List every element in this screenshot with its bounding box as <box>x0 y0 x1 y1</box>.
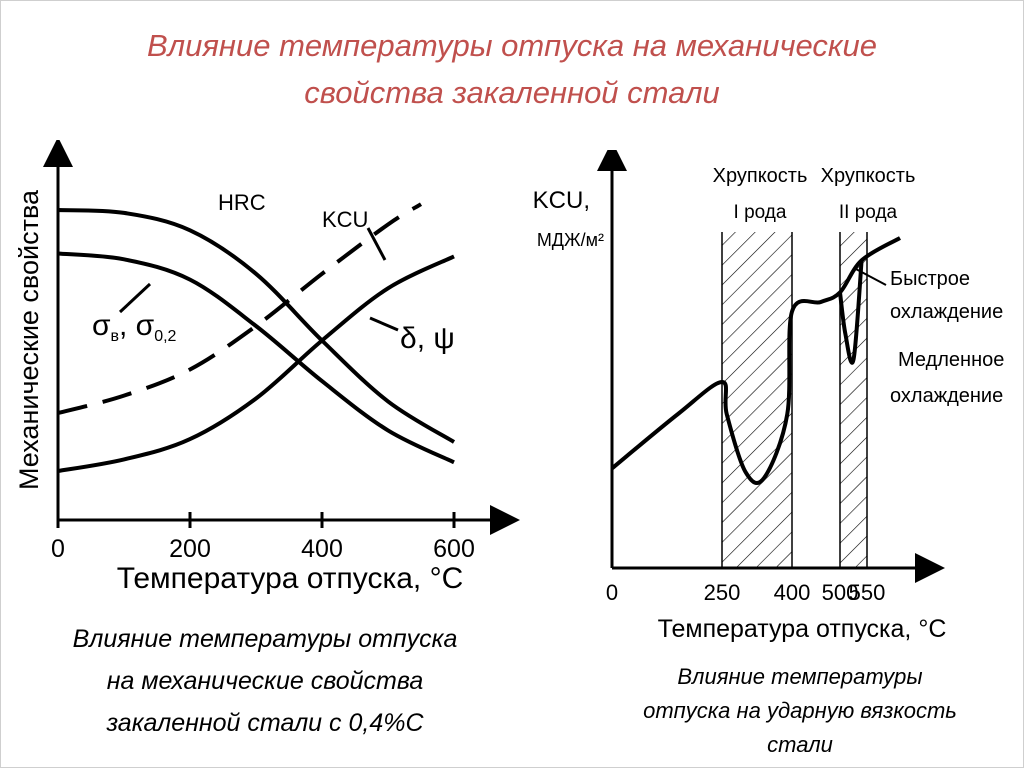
label-slow-cooling-2: охлаждение <box>890 385 1003 407</box>
right-series-line <box>610 236 902 485</box>
label-kcu: KCU <box>322 207 368 232</box>
left-x-tick-label: 0 <box>51 535 65 563</box>
band2-label-2: II рода <box>839 202 898 223</box>
right-x-tick-label: 250 <box>704 580 741 605</box>
right-caption-line-1: Влияние температуры <box>677 664 923 689</box>
right-x-tick-label: 400 <box>774 580 811 605</box>
left-series-line <box>57 208 456 444</box>
left-y-axis-label: Механические свойства <box>14 189 44 490</box>
left-x-axis-title: Температура отпуска, °С <box>117 562 464 595</box>
label-fast-cooling-1: Быстрое <box>890 268 970 290</box>
brittleness-band-1 <box>722 232 792 568</box>
leader-delta <box>369 316 399 332</box>
right-caption-line-3: стали <box>767 732 833 757</box>
right-x-tick-label: 550 <box>849 580 886 605</box>
band2-label-1: Хрупкость <box>821 165 916 187</box>
left-caption: Влияние температуры отпуска на механичес… <box>10 618 520 744</box>
band1-label-2: I рода <box>734 202 787 223</box>
right-y-axis-label-1: KCU, <box>533 187 590 214</box>
left-x-tick-label: 600 <box>433 535 475 563</box>
left-x-tick-label: 400 <box>301 535 343 563</box>
left-caption-line-2: на механические свойства <box>106 667 424 695</box>
band1-label-1: Хрупкость <box>713 165 808 187</box>
label-fast-cooling-2: охлаждение <box>890 301 1003 323</box>
label-slow-cooling-1: Медленное <box>898 349 1004 371</box>
right-y-axis-label-2: МДЖ/м² <box>537 230 604 250</box>
slide-title-line-2: свойства закаленной стали <box>304 75 720 110</box>
right-caption: Влияние температуры отпуска на ударную в… <box>585 660 1015 762</box>
left-x-tick-label: 200 <box>169 535 211 563</box>
left-series-group <box>57 202 456 473</box>
mechanical-properties-chart: Механические свойства 0 200 400 600 Темпера… <box>14 140 520 595</box>
left-series-line <box>57 254 455 473</box>
left-caption-line-1: Влияние температуры отпуска <box>72 625 458 653</box>
label-hrc: HRC <box>218 190 266 215</box>
left-caption-line-3: закаленной стали с 0,4%С <box>106 709 424 737</box>
leader-fast-cooling <box>853 267 887 286</box>
right-x-tick-label: 0 <box>606 580 618 605</box>
left-series-line <box>57 251 455 465</box>
brittleness-bands <box>721 232 868 568</box>
right-x-tick-label: 500 <box>822 580 859 605</box>
leader-kcu <box>366 227 387 261</box>
left-x-ticks: 0 200 400 600 <box>51 512 475 563</box>
slide-title: Влияние температуры отпуска на механичес… <box>40 22 984 116</box>
leader-sigma <box>118 282 152 314</box>
left-series-line <box>57 202 423 415</box>
right-x-axis-title: Температура отпуска, °С <box>658 615 947 643</box>
brittleness-band-2 <box>840 232 867 568</box>
right-series-group <box>610 236 902 485</box>
label-delta-psi: δ, ψ <box>400 322 455 355</box>
label-sigma: σв, σ0,2 <box>92 309 177 345</box>
slide-title-line-1: Влияние температуры отпуска на механичес… <box>146 28 878 63</box>
right-caption-line-2: отпуска на ударную вязкость <box>643 698 957 723</box>
right-series-line <box>838 260 864 365</box>
